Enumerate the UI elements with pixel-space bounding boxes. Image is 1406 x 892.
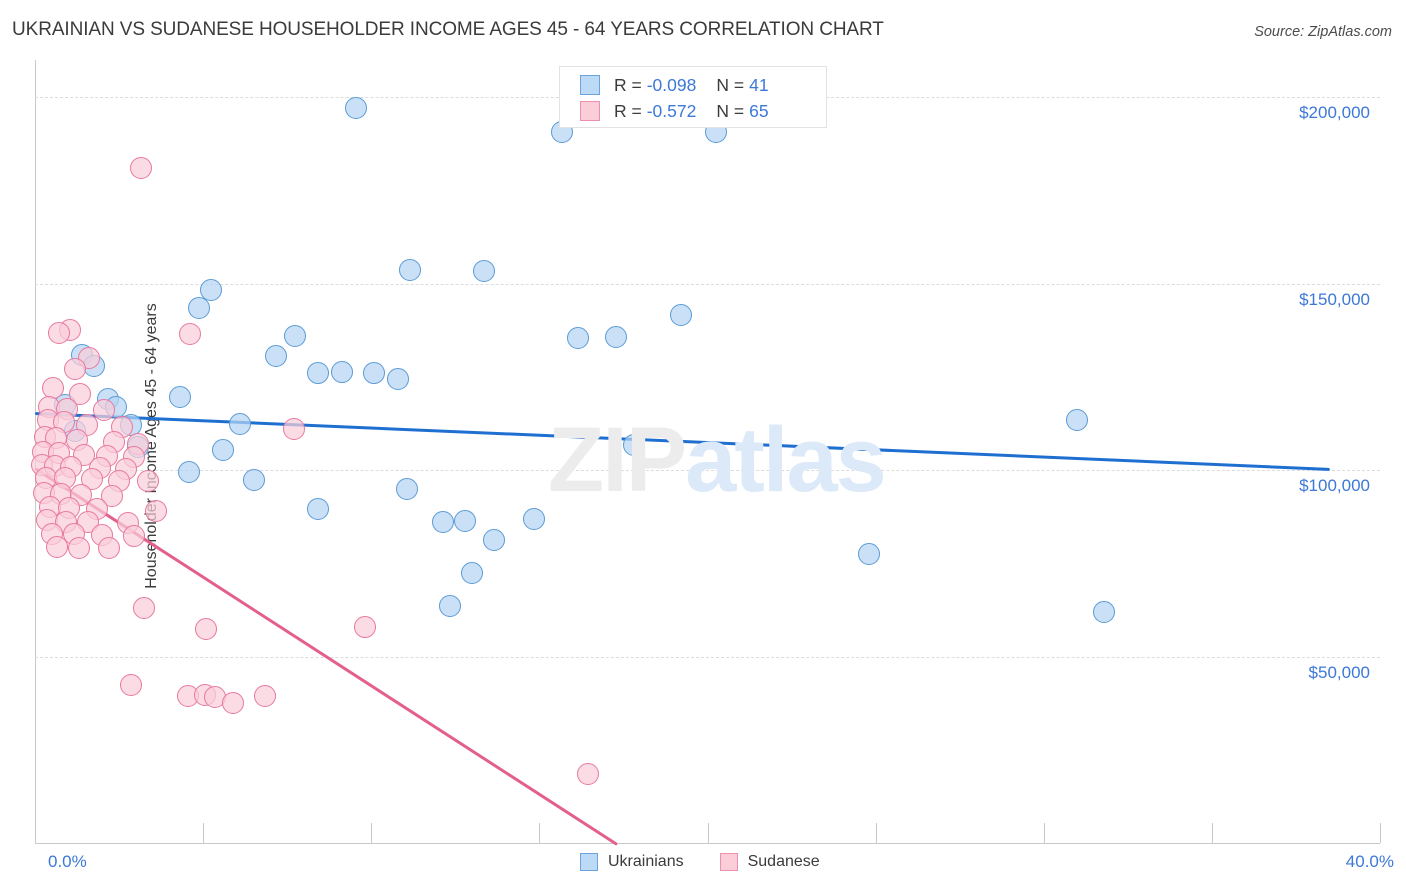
data-point-sudanese[interactable] [69,382,92,405]
stats-r-value-sudanese: -0.572 [646,100,697,121]
data-point-ukrainians[interactable] [461,561,484,584]
data-point-ukrainians[interactable] [307,498,330,521]
x-axis-tick [1043,823,1045,843]
data-point-ukrainians[interactable] [398,258,421,281]
stats-n-label-sudanese: N = [716,100,745,121]
page-title: UKRAINIAN VS SUDANESE HOUSEHOLDER INCOME… [12,19,884,40]
data-point-ukrainians[interactable] [857,543,880,566]
stats-swatch-sudanese-icon [580,101,600,121]
data-point-sudanese[interactable] [136,470,159,493]
data-point-sudanese[interactable] [45,535,68,558]
data-point-ukrainians[interactable] [523,508,546,531]
data-point-sudanese[interactable] [179,323,202,346]
data-point-ukrainians[interactable] [605,325,628,348]
data-point-sudanese[interactable] [119,673,142,696]
data-point-sudanese[interactable] [92,399,115,422]
data-point-ukrainians[interactable] [330,361,353,384]
y-axis-tick-label: $100,000 [1299,476,1370,496]
x-axis-tick [203,823,205,843]
legend-swatch-ukrainians-icon [580,853,598,871]
data-point-sudanese[interactable] [67,536,90,559]
data-point-sudanese[interactable] [195,617,218,640]
data-point-ukrainians[interactable] [344,96,367,119]
data-point-ukrainians[interactable] [1066,408,1089,431]
data-point-sudanese[interactable] [133,597,156,620]
x-axis-tick [707,823,709,843]
data-point-ukrainians[interactable] [199,279,222,302]
data-point-ukrainians[interactable] [1093,600,1116,623]
gridline-y [35,470,1380,472]
stats-row-ukrainians: R = -0.098 N = 41 [580,72,769,98]
correlation-stats-box: R = -0.098 N = 41 R = -0.572 N = 65 [559,66,827,128]
stats-r-value-ukrainians: -0.098 [646,74,697,95]
data-point-sudanese[interactable] [282,418,305,441]
data-point-ukrainians[interactable] [453,510,476,533]
x-axis-tick [539,823,541,843]
plot-area: $200,000 $150,000 $100,000 $50,000 [30,60,1380,846]
x-axis-label-max: 40.0% [1345,852,1394,871]
data-point-ukrainians[interactable] [669,304,692,327]
stats-swatch-ukrainians-icon [580,75,600,95]
data-point-sudanese[interactable] [353,616,376,639]
stats-n-value-ukrainians: 41 [749,74,769,95]
stats-r-label-sudanese: R = [614,100,642,121]
stats-row-sudanese: R = -0.572 N = 65 [580,98,769,124]
data-point-sudanese[interactable] [129,157,152,180]
data-point-ukrainians[interactable] [212,438,235,461]
data-point-sudanese[interactable] [222,692,245,715]
data-point-ukrainians[interactable] [307,362,330,385]
data-point-sudanese[interactable] [63,358,86,381]
data-point-sudanese[interactable] [577,763,600,786]
x-axis-line [35,843,1380,844]
data-point-ukrainians[interactable] [567,326,590,349]
stats-n-label-ukrainians: N = [716,74,745,95]
data-point-ukrainians[interactable] [243,469,266,492]
legend-label-ukrainians: Ukrainians [608,853,684,870]
stats-n-value-sudanese: 65 [749,100,769,121]
data-point-sudanese[interactable] [123,525,146,548]
data-point-ukrainians[interactable] [473,259,496,282]
gridline-y [35,283,1380,285]
data-point-ukrainians[interactable] [439,595,462,618]
data-point-sudanese[interactable] [145,500,168,523]
legend-swatch-sudanese-icon [719,853,738,871]
y-axis-tick-label: $200,000 [1299,103,1370,123]
data-point-ukrainians[interactable] [265,345,288,368]
data-point-ukrainians[interactable] [362,362,385,385]
chart-legend: Ukrainians Sudanese [580,853,856,871]
data-point-ukrainians[interactable] [229,412,252,435]
y-axis-tick-label: $150,000 [1299,289,1370,309]
data-point-ukrainians[interactable] [431,510,454,533]
x-axis-tick [371,823,373,843]
legend-label-sudanese: Sudanese [747,853,820,870]
source-attribution: Source: ZipAtlas.com [1254,24,1392,40]
legend-item-ukrainians[interactable]: Ukrainians [580,853,684,871]
data-point-sudanese[interactable] [254,684,277,707]
data-point-ukrainians[interactable] [482,529,505,552]
data-point-sudanese[interactable] [100,485,123,508]
data-point-ukrainians[interactable] [622,434,645,457]
data-point-ukrainians[interactable] [395,477,418,500]
x-axis-tick [1380,823,1381,843]
data-point-ukrainians[interactable] [188,296,211,319]
gridline-y [35,656,1380,658]
data-point-ukrainians[interactable] [387,367,410,390]
data-point-ukrainians[interactable] [178,461,200,483]
legend-item-sudanese[interactable]: Sudanese [719,853,820,871]
x-axis-tick [875,823,877,843]
x-axis-tick [1211,823,1213,843]
data-point-ukrainians[interactable] [168,386,191,409]
data-point-ukrainians[interactable] [283,324,306,347]
data-point-sudanese[interactable] [97,537,120,560]
data-point-sudanese[interactable] [48,321,71,344]
stats-r-label-ukrainians: R = [614,74,642,95]
y-axis-tick-label: $50,000 [1308,662,1370,682]
x-axis-label-min: 0.0% [48,852,87,871]
